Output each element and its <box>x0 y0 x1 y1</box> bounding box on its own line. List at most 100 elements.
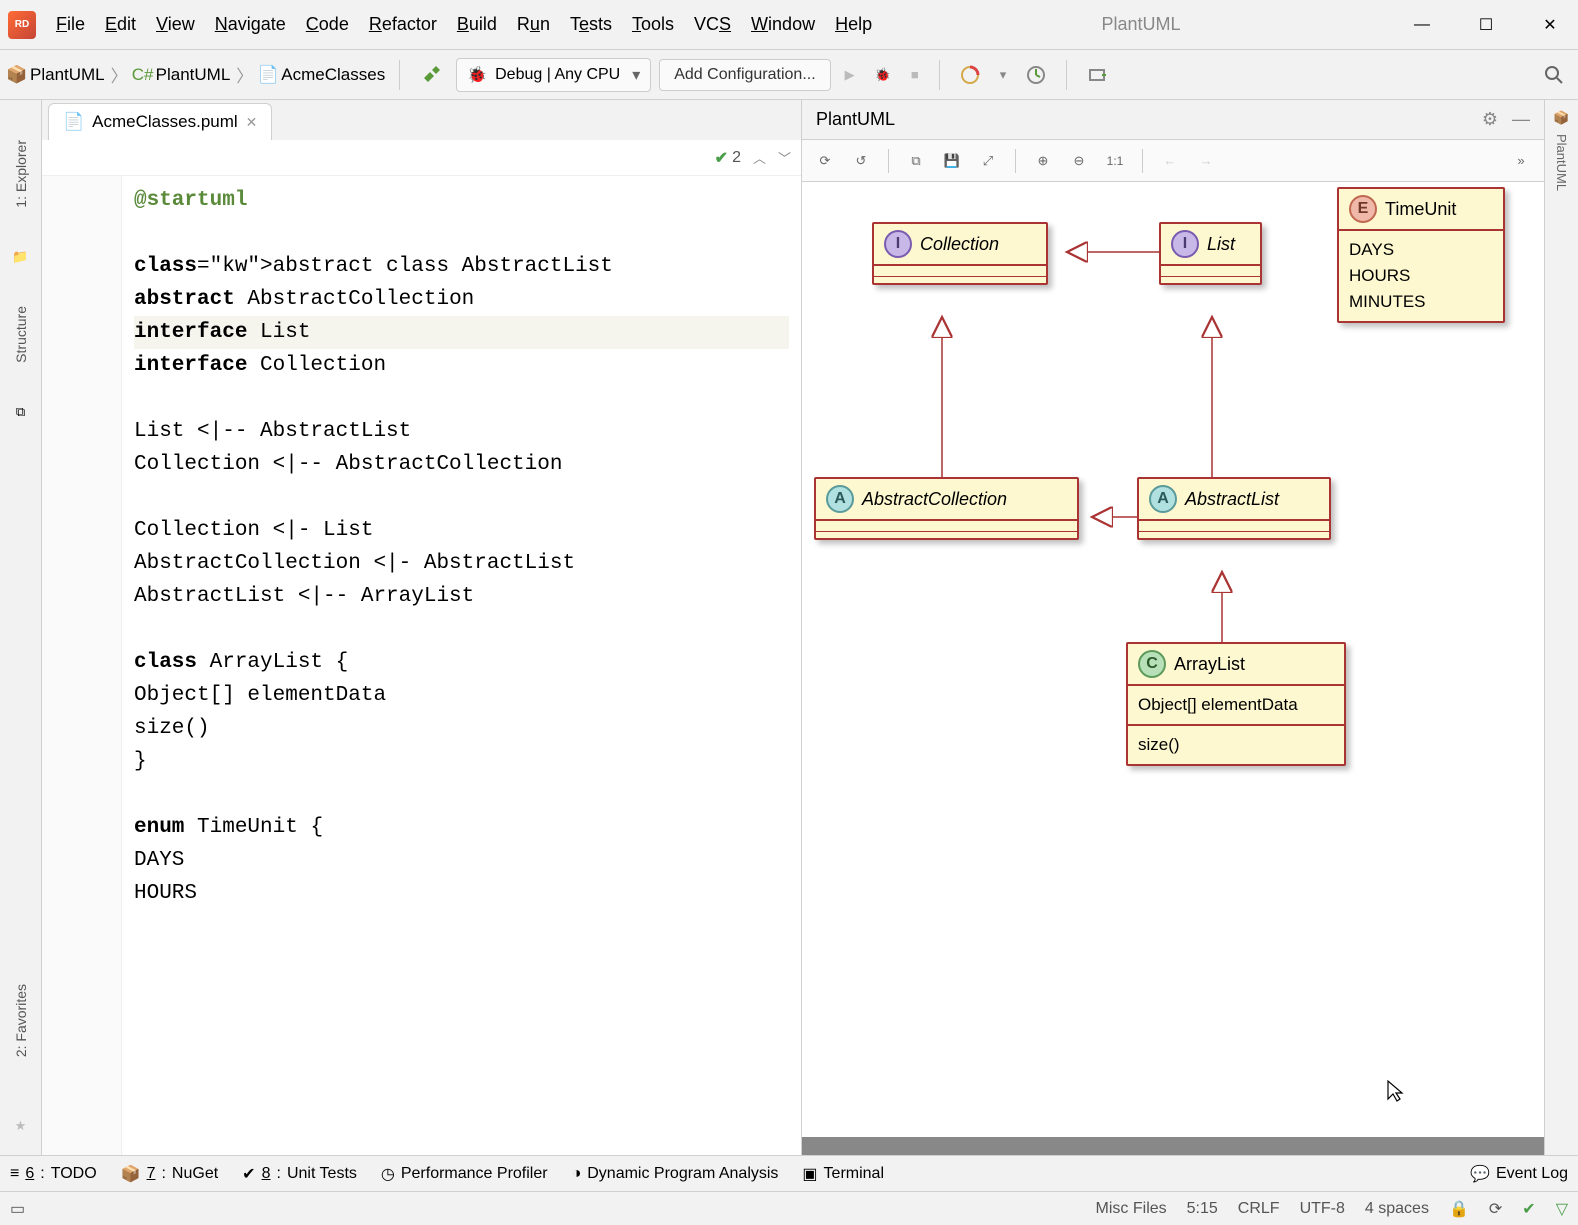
crumb-project[interactable]: C#PlantUML <box>134 65 231 85</box>
star-icon[interactable]: ★ <box>12 1117 30 1135</box>
hammer-build-icon[interactable] <box>414 60 448 90</box>
run-config-dropdown[interactable]: 🐞 Debug | Any CPU <box>456 58 651 92</box>
menu-navigate[interactable]: Navigate <box>207 10 294 39</box>
crumb-label: AcmeClasses <box>281 65 385 85</box>
menu-build[interactable]: Build <box>449 10 505 39</box>
structure-icon[interactable]: ⧉ <box>12 403 30 421</box>
add-configuration-button[interactable]: Add Configuration... <box>659 59 830 91</box>
sync-icon[interactable]: ⟳ <box>1489 1199 1502 1219</box>
menu-view[interactable]: View <box>148 10 203 39</box>
editor-tab[interactable]: 📄 AcmeClasses.puml ✕ <box>48 103 272 140</box>
menu-tests[interactable]: Tests <box>562 10 620 39</box>
menu-run[interactable]: Run <box>509 10 558 39</box>
check-icon: ✔ <box>715 148 728 168</box>
reload-icon[interactable]: ↺ <box>848 148 874 174</box>
window-controls: — ☐ ✕ <box>1402 10 1570 40</box>
uml-box-arraylist[interactable]: CArrayListObject[] elementDatasize() <box>1126 642 1346 766</box>
profile-icon[interactable] <box>1020 61 1052 89</box>
nuget-tool-button[interactable]: 📦7: NuGet <box>121 1164 219 1184</box>
window-title: PlantUML <box>880 14 1402 35</box>
uml-box-timeunit[interactable]: ETimeUnitDAYSHOURSMINUTES <box>1337 187 1505 323</box>
close-button[interactable]: ✕ <box>1530 10 1570 40</box>
menu-tools[interactable]: Tools <box>624 10 682 39</box>
folder-icon[interactable]: 📁 <box>12 248 30 266</box>
refresh-icon[interactable]: ⟳ <box>812 148 838 174</box>
save-icon[interactable]: 💾 <box>939 148 965 174</box>
inspect-ok-icon[interactable]: ✔ <box>1522 1199 1535 1219</box>
panel-toolbar: ⟳ ↺ ⧉ 💾 ⤢ ⊕ ⊖ 1:1 ← → » <box>802 140 1544 182</box>
horizontal-scrollbar[interactable] <box>802 1137 1544 1155</box>
editor-body[interactable]: @startuml class="kw">abstract class Abst… <box>42 176 801 1155</box>
status-misc: Misc Files <box>1096 1200 1167 1218</box>
editor-tabs: 📄 AcmeClasses.puml ✕ <box>42 100 801 140</box>
code-area[interactable]: @startuml class="kw">abstract class Abst… <box>122 176 801 1155</box>
favorites-tool-button[interactable]: 2: Favorites <box>13 984 29 1057</box>
title-bar: RD File Edit View Navigate Code Refactor… <box>0 0 1578 50</box>
profiler-tool-button[interactable]: ◷Performance Profiler <box>381 1164 548 1184</box>
menu-window[interactable]: Window <box>743 10 823 39</box>
minimize-button[interactable]: — <box>1402 10 1442 40</box>
maximize-button[interactable]: ☐ <box>1466 10 1506 40</box>
inspection-indicator[interactable]: ✔ 2 <box>715 148 741 168</box>
crumb-label: PlantUML <box>30 65 105 85</box>
menu-help[interactable]: Help <box>827 10 880 39</box>
copy-icon[interactable]: ⧉ <box>903 148 929 174</box>
app-icon: RD <box>8 11 36 39</box>
separator <box>888 149 889 173</box>
shield-icon[interactable]: ▽ <box>1556 1199 1568 1219</box>
next-highlight-icon[interactable]: ﹀ <box>778 148 791 167</box>
close-tab-icon[interactable]: ✕ <box>246 114 258 131</box>
todo-tool-button[interactable]: ≡6: TODO <box>10 1165 97 1183</box>
status-encoding[interactable]: UTF-8 <box>1300 1200 1345 1218</box>
status-eol[interactable]: CRLF <box>1238 1200 1280 1218</box>
attach-icon[interactable] <box>1081 61 1113 89</box>
status-position[interactable]: 5:15 <box>1187 1200 1218 1218</box>
structure-tool-button[interactable]: Structure <box>13 306 29 363</box>
plantuml-tool-button[interactable]: PlantUML <box>1554 134 1569 191</box>
toolbar: 📦PlantUML 〉 C#PlantUML 〉 📄AcmeClasses 🐞 … <box>0 50 1578 100</box>
zoom-in-icon[interactable]: ⊕ <box>1030 148 1056 174</box>
zoom-out-icon[interactable]: ⊖ <box>1066 148 1092 174</box>
prev-highlight-icon[interactable]: ︿ <box>753 148 766 167</box>
debug-icon[interactable]: 🐞 <box>869 63 897 87</box>
more-icon[interactable]: » <box>1508 148 1534 174</box>
prev-page-icon[interactable]: ← <box>1157 148 1183 174</box>
bug-icon: 🐞 <box>467 65 487 85</box>
menu-file[interactable]: File <box>48 10 93 39</box>
crumb-file[interactable]: 📄AcmeClasses <box>259 65 385 85</box>
export-icon[interactable]: ⤢ <box>975 148 1001 174</box>
menu-vcs[interactable]: VCS <box>686 10 739 39</box>
menu-refactor[interactable]: Refactor <box>361 10 445 39</box>
menu-code[interactable]: Code <box>298 10 357 39</box>
menu-edit[interactable]: Edit <box>97 10 144 39</box>
plantuml-tool-icon[interactable]: 📦 <box>1553 110 1569 126</box>
zoom-reset-icon[interactable]: 1:1 <box>1102 148 1128 174</box>
hide-panel-icon[interactable]: — <box>1512 109 1530 130</box>
chevron-right-icon: 〉 <box>236 62 253 87</box>
eventlog-tool-button[interactable]: 💬Event Log <box>1470 1164 1568 1184</box>
crumb-solution[interactable]: 📦PlantUML <box>8 65 105 85</box>
explorer-tool-button[interactable]: 1: Explorer <box>13 140 29 208</box>
status-indent[interactable]: 4 spaces <box>1365 1200 1429 1218</box>
tool-window-toggle-icon[interactable]: ▭ <box>10 1199 25 1219</box>
main-menu: File Edit View Navigate Code Refactor Bu… <box>48 10 880 39</box>
search-icon[interactable] <box>1538 61 1570 89</box>
uml-box-list[interactable]: IList <box>1159 222 1262 285</box>
coverage-icon[interactable] <box>954 61 986 89</box>
dropdown-icon[interactable]: ▾ <box>994 63 1013 87</box>
next-page-icon[interactable]: → <box>1193 148 1219 174</box>
bottom-tool-strip: ≡6: TODO 📦7: NuGet ✔8: Unit Tests ◷Perfo… <box>0 1155 1578 1191</box>
status-bar: ▭ Misc Files 5:15 CRLF UTF-8 4 spaces 🔒 … <box>0 1191 1578 1225</box>
uml-box-abstractlist[interactable]: AAbstractList <box>1137 477 1331 540</box>
uml-box-collection[interactable]: ICollection <box>872 222 1048 285</box>
run-icon[interactable]: ▶ <box>839 63 861 87</box>
stop-icon[interactable]: ■ <box>905 63 925 86</box>
gear-icon[interactable]: ⚙ <box>1482 109 1498 130</box>
lock-icon[interactable]: 🔒 <box>1449 1199 1469 1219</box>
terminal-tool-button[interactable]: ▣Terminal <box>802 1164 884 1184</box>
dpa-tool-button[interactable]: ◑Dynamic Program Analysis <box>572 1165 779 1183</box>
unittests-tool-button[interactable]: ✔8: Unit Tests <box>242 1164 357 1184</box>
uml-box-abstractcollection[interactable]: AAbstractCollection <box>814 477 1079 540</box>
plantuml-panel: PlantUML ⚙ — ⟳ ↺ ⧉ 💾 ⤢ ⊕ ⊖ 1:1 <box>802 100 1544 1155</box>
diagram-viewport[interactable]: ICollection IList AAbstractCollection AAbst… <box>802 182 1544 1155</box>
